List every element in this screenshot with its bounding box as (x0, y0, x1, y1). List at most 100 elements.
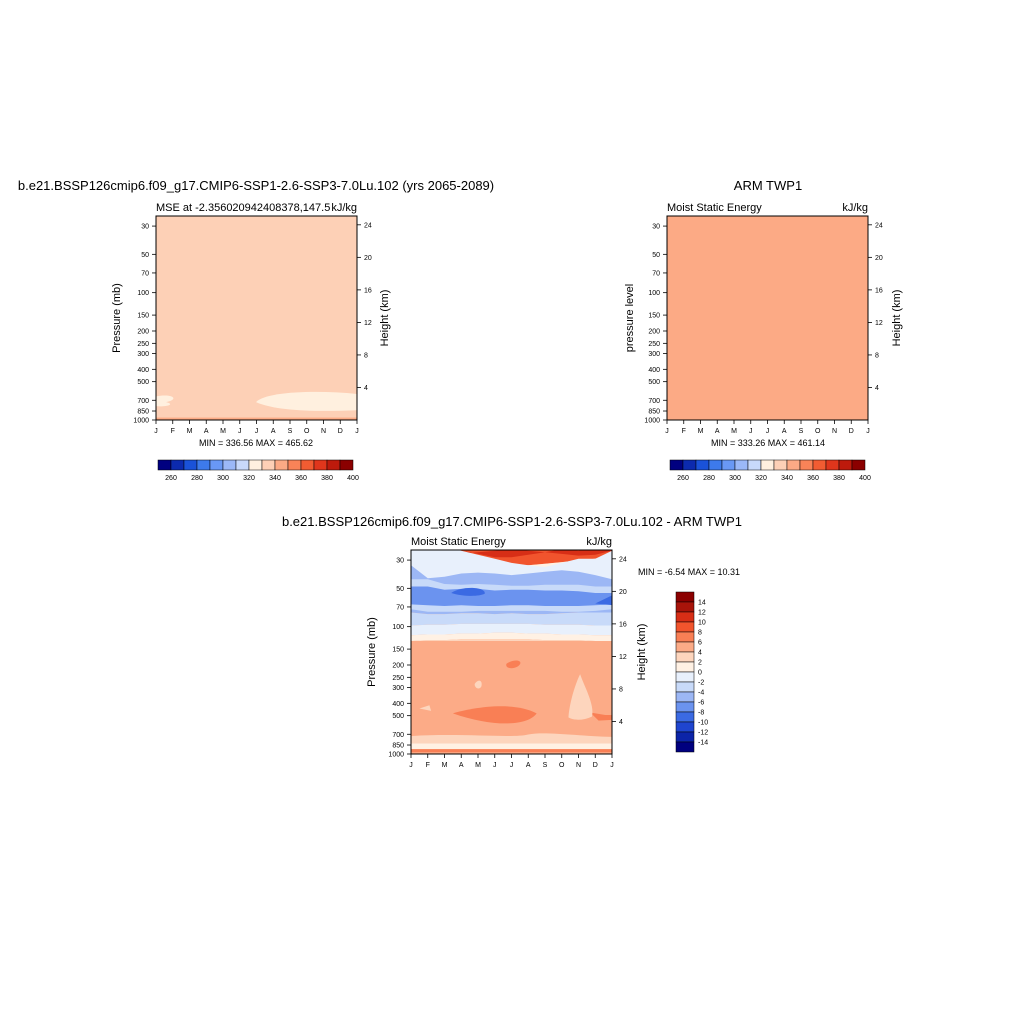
contour-band (411, 623, 612, 636)
month-tick-label: A (204, 428, 209, 435)
height-tick-label: 8 (619, 686, 623, 693)
contour-band (474, 680, 482, 689)
contour-band (411, 752, 612, 754)
contour-band (411, 733, 612, 744)
month-tick-label: A (715, 428, 720, 435)
colorbar-label: 300 (729, 475, 741, 482)
colorbar-label: -10 (698, 720, 708, 727)
pressure-tick-label: 300 (137, 351, 149, 358)
panel-model-height-axis: 24 20 16 12 8 4 (357, 222, 372, 392)
colorbar-swatch (799, 459, 814, 471)
pressure-tick-label: 70 (396, 604, 404, 611)
month-tick-label: S (799, 428, 804, 435)
colorbar-label: -6 (698, 700, 704, 707)
pressure-tick-label: 400 (392, 701, 404, 708)
pressure-tick-label: 250 (648, 341, 660, 348)
month-tick-label: O (559, 762, 565, 769)
colorbar-swatch (760, 459, 775, 471)
colorbar-label: 380 (833, 475, 845, 482)
pressure-tick-label: 100 (137, 290, 149, 297)
month-tick-label: M (475, 762, 481, 769)
panel-diff-subtitle-right: kJ/kg (586, 536, 612, 548)
panel-diff-ylabel-right: Height (km) (636, 624, 648, 681)
month-tick-label: D (593, 762, 598, 769)
colorbar-label: 0 (698, 670, 702, 677)
panel-obs-colorbar: 260 280 300 320 340 360 380 400 (669, 459, 871, 482)
height-tick-label: 20 (875, 255, 883, 262)
colorbar-swatch (675, 591, 695, 603)
panel-model-subtitle-left: MSE at -2.356020942408378,147.5 (156, 202, 330, 214)
colorbar-label: 280 (703, 475, 715, 482)
colorbar-label: 380 (321, 475, 333, 482)
panel-model-title: b.e21.BSSP126cmip6.f09_g17.CMIP6-SSP1-2.… (18, 178, 494, 193)
colorbar-label: 8 (698, 630, 702, 637)
height-tick-label: 16 (364, 287, 372, 294)
colorbar-swatch (721, 459, 736, 471)
colorbar-swatch (675, 621, 695, 633)
colorbar-label: 360 (807, 475, 819, 482)
colorbar-label: 400 (859, 475, 871, 482)
month-tick-label: J (665, 428, 669, 435)
colorbar-swatch (313, 459, 328, 471)
height-tick-label: 12 (619, 654, 627, 661)
month-tick-label: M (698, 428, 704, 435)
colorbar-swatch (300, 459, 315, 471)
panel-obs-title: ARM TWP1 (734, 178, 802, 193)
pressure-tick-label: 850 (648, 409, 660, 416)
colorbar-swatch (708, 459, 723, 471)
panel-diff-title: b.e21.BSSP126cmip6.f09_g17.CMIP6-SSP1-2.… (282, 514, 742, 529)
panel-model-minmax: MIN = 336.56 MAX = 465.62 (199, 438, 313, 448)
colorbar-label: 280 (191, 475, 203, 482)
panel-diff-height-axis: 24 20 16 12 8 4 (612, 556, 627, 726)
height-tick-label: 8 (364, 352, 368, 359)
panel-obs-subtitle-right: kJ/kg (842, 202, 868, 214)
colorbar-label: 260 (677, 475, 689, 482)
pressure-tick-label: 100 (648, 290, 660, 297)
month-tick-label: J (154, 428, 158, 435)
colorbar-swatch (851, 459, 866, 471)
month-tick-label: J (610, 762, 614, 769)
colorbar-swatch (287, 459, 302, 471)
colorbar-swatch (675, 641, 695, 653)
month-tick-label: J (238, 428, 242, 435)
contour-band (667, 216, 868, 420)
colorbar-swatch (675, 711, 695, 723)
panel-model-colorbar: 260 280 300 320 340 360 380 400 (157, 459, 359, 482)
colorbar-swatch (274, 459, 289, 471)
panel-obs-height-axis: 24 20 16 12 8 4 (868, 222, 883, 392)
pressure-tick-label: 700 (392, 732, 404, 739)
panel-diff-ylabel: Pressure (mb) (366, 617, 378, 687)
month-tick-label: J (255, 428, 259, 435)
pressure-tick-label: 150 (137, 313, 149, 320)
pressure-tick-label: 250 (137, 341, 149, 348)
colorbar-swatch (838, 459, 853, 471)
colorbar-swatch (695, 459, 710, 471)
month-tick-label: A (782, 428, 787, 435)
colorbar-label: 2 (698, 660, 702, 667)
colorbar-label: 260 (165, 475, 177, 482)
pressure-tick-label: 150 (392, 647, 404, 654)
colorbar-swatch (675, 721, 695, 733)
contour-band (506, 660, 521, 669)
pressure-tick-label: 850 (137, 409, 149, 416)
month-tick-label: J (493, 762, 497, 769)
colorbar-swatch (734, 459, 749, 471)
pressure-tick-label: 50 (396, 586, 404, 593)
colorbar-swatch (675, 701, 695, 713)
colorbar-swatch (248, 459, 263, 471)
panel-diff-colorbar: 14 12 10 8 6 4 2 0 -2 -4 -6 -8 -10 -12 -14 (675, 591, 708, 753)
pressure-tick-label: 400 (137, 367, 149, 374)
colorbar-swatch (675, 611, 695, 623)
contour-band (156, 216, 357, 420)
colorbar-label: 300 (217, 475, 229, 482)
month-tick-label: S (543, 762, 548, 769)
colorbar-swatch (675, 681, 695, 693)
colorbar-swatch (675, 731, 695, 743)
pressure-tick-label: 1000 (388, 752, 404, 759)
month-tick-label: N (576, 762, 581, 769)
height-tick-label: 4 (619, 719, 623, 726)
colorbar-swatch (170, 459, 185, 471)
colorbar-swatch (682, 459, 697, 471)
pressure-tick-label: 100 (392, 624, 404, 631)
